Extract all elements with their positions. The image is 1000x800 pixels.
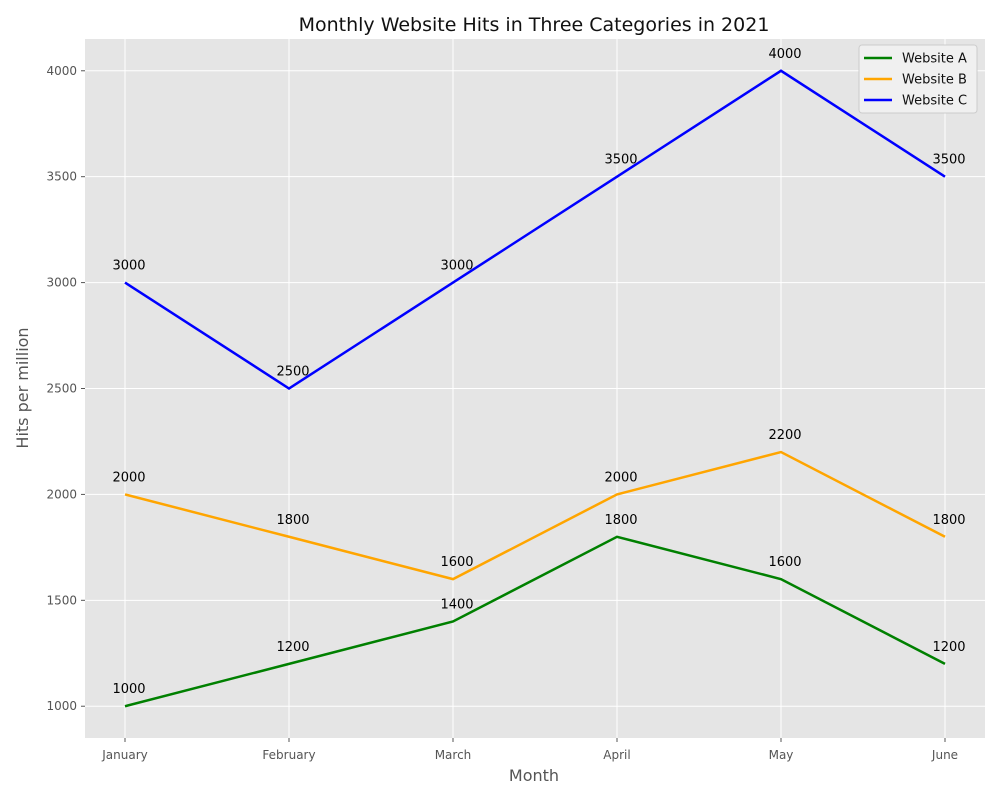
series-line-website-a (124, 535, 946, 708)
x-tick-label: May (769, 748, 794, 762)
data-label: 3000 (440, 259, 473, 274)
data-label: 3000 (112, 259, 145, 274)
series-lines (124, 69, 946, 708)
y-tick-label: 2000 (46, 487, 77, 501)
legend: Website A Website B Website C (858, 44, 978, 114)
series-line-website-b (124, 450, 946, 581)
y-tick-label: 4000 (46, 64, 77, 78)
data-label: 1600 (440, 555, 473, 570)
legend-label: Website B (902, 73, 967, 88)
x-tick-label: June (931, 748, 958, 762)
axis-ticks: January February March April May June 1000 1500… (46, 64, 958, 762)
data-label: 1200 (932, 640, 965, 655)
data-label: 1800 (604, 513, 637, 528)
data-label: 2500 (276, 365, 309, 380)
x-tick-label: February (262, 748, 315, 762)
y-tick-label: 1000 (46, 699, 77, 713)
data-label: 1600 (768, 555, 801, 570)
data-label: 3500 (932, 153, 965, 168)
data-label: 1200 (276, 640, 309, 655)
data-label: 2000 (112, 470, 145, 485)
data-label: 1800 (276, 513, 309, 528)
data-label: 1800 (932, 513, 965, 528)
data-label: 2200 (768, 428, 801, 443)
x-tick-label: March (435, 748, 472, 762)
y-tick-label: 1500 (46, 593, 77, 607)
y-axis-label: Hits per million (13, 327, 32, 448)
data-labels: 1000 1200 1400 1800 1600 1200 2000 1800 1600 2000… (112, 47, 965, 697)
data-label: 3500 (604, 153, 637, 168)
data-label: 4000 (768, 47, 801, 62)
data-label: 1000 (112, 682, 145, 697)
x-tick-label: January (101, 748, 148, 762)
legend-box (858, 44, 978, 114)
chart-title: Monthly Website Hits in Three Categories… (299, 14, 770, 36)
data-label: 1400 (440, 598, 473, 613)
y-tick-label: 3000 (46, 276, 77, 290)
series-line-website-c (124, 69, 946, 390)
x-tick-label: April (603, 748, 630, 762)
data-label: 2000 (604, 470, 637, 485)
y-tick-label: 2500 (46, 382, 77, 396)
legend-label: Website A (902, 52, 967, 67)
x-axis-label: Month (509, 766, 559, 785)
legend-label: Website C (902, 94, 967, 109)
y-tick-label: 3500 (46, 170, 77, 184)
